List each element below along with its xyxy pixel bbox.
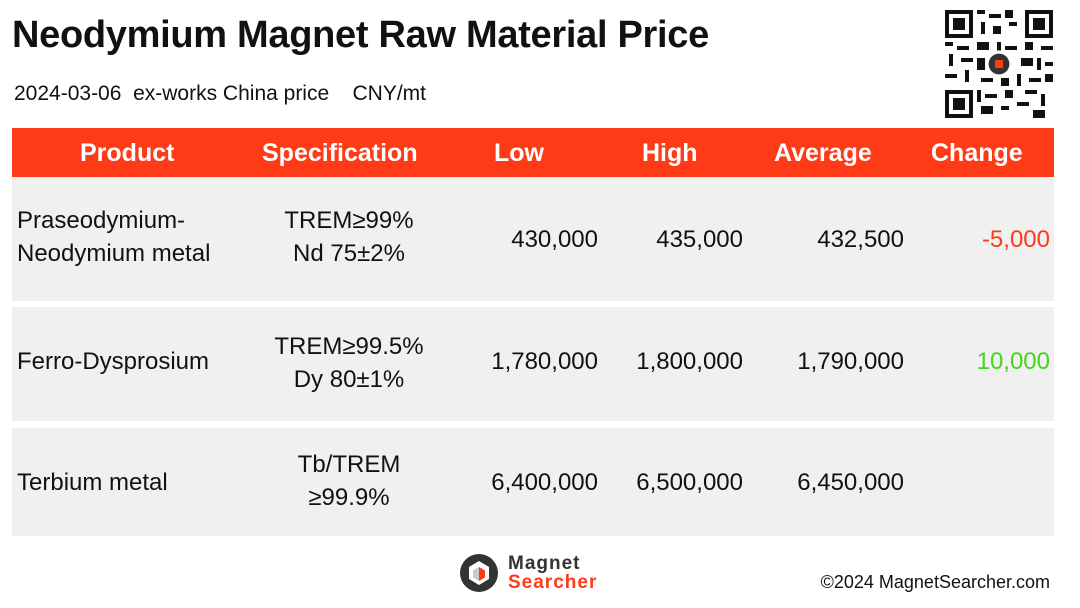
page-title: Neodymium Magnet Raw Material Price <box>12 14 709 56</box>
product-cell: Praseodymium- Neodymium metal <box>17 204 210 270</box>
column-header-product: Product <box>80 139 175 167</box>
high-price-cell: 6,500,000 <box>636 469 743 496</box>
magnet-searcher-logo: Magnet Searcher <box>458 552 597 594</box>
specification-cell: TREM≥99% Nd 75±2% <box>249 204 449 270</box>
column-header-low: Low <box>494 139 544 167</box>
column-header-average: Average <box>774 139 872 167</box>
spec-line: Nd 75±2% <box>293 240 405 267</box>
average-price-cell: 432,500 <box>817 226 904 253</box>
logo-line: Searcher <box>508 572 598 593</box>
magnet-searcher-logo-icon <box>460 554 498 592</box>
column-header-high: High <box>642 139 698 167</box>
low-price-cell: 1,780,000 <box>491 348 598 375</box>
average-price-cell: 1,790,000 <box>797 348 904 375</box>
change-cell: -5,000 <box>981 226 1050 253</box>
table-header: Product Specification Low High Average C… <box>12 128 1054 177</box>
logo-wordmark: Magnet Searcher <box>508 554 597 592</box>
column-header-specification: Specification <box>262 139 418 167</box>
logo-line: Magnet <box>508 553 581 574</box>
spec-line: Tb/TREM <box>297 451 401 478</box>
product-line: Praseodymium- <box>17 207 186 234</box>
table-row: Terbium metal Tb/TREM ≥99.9% 6,400,000 6… <box>12 428 1054 536</box>
high-price-cell: 435,000 <box>656 226 743 253</box>
specification-cell: TREM≥99.5% Dy 80±1% <box>249 330 449 396</box>
specification-cell: Tb/TREM ≥99.9% <box>249 448 449 514</box>
qr-code-icon <box>945 10 1053 118</box>
column-header-change: Change <box>931 139 1023 167</box>
change-cell: 10,000 <box>976 348 1050 375</box>
table-row: Ferro-Dysprosium TREM≥99.5% Dy 80±1% 1,7… <box>12 307 1054 421</box>
spec-line: TREM≥99% <box>284 207 414 234</box>
product-cell: Terbium metal <box>17 469 168 496</box>
spec-line: TREM≥99.5% <box>274 333 424 360</box>
low-price-cell: 6,400,000 <box>491 469 598 496</box>
spec-line: Dy 80±1% <box>293 366 405 393</box>
copyright-text: ©2024 MagnetSearcher.com <box>820 572 1050 592</box>
spec-line: ≥99.9% <box>308 484 390 511</box>
product-cell: Ferro-Dysprosium <box>17 348 210 375</box>
low-price-cell: 430,000 <box>511 226 598 253</box>
average-price-cell: 6,450,000 <box>797 469 904 496</box>
high-price-cell: 1,800,000 <box>636 348 743 375</box>
table-row: Praseodymium- Neodymium metal TREM≥99% N… <box>12 177 1054 301</box>
page-subtitle: 2024-03-06 ex-works China price CNY/mt <box>14 82 426 105</box>
price-table: Product Specification Low High Average C… <box>12 128 1054 536</box>
product-line: Neodymium metal <box>17 240 211 267</box>
